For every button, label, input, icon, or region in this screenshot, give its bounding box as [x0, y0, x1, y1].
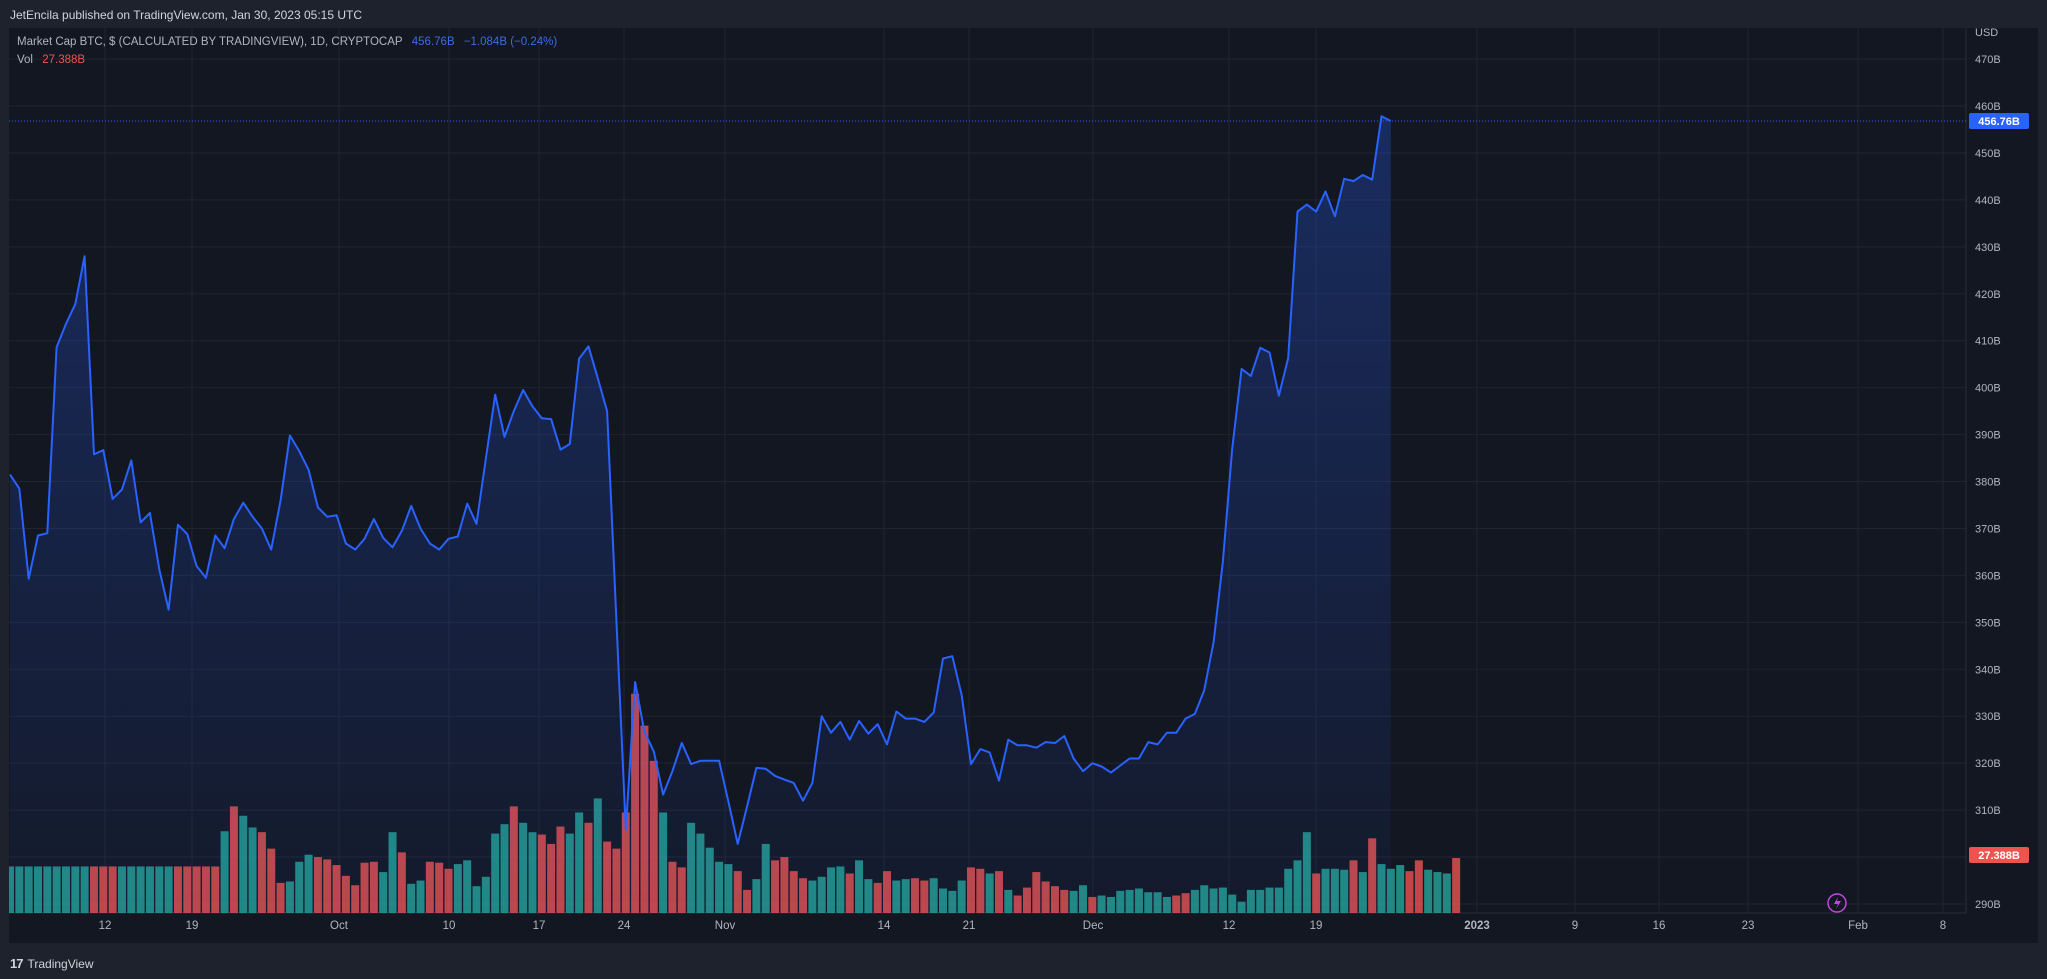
series-change: −1.084B (−0.24%)	[463, 36, 558, 48]
series-legend-row[interactable]: Market Cap BTC, $ (CALCULATED BY TRADING…	[17, 36, 563, 54]
last-volume-badge	[1969, 847, 2029, 863]
x-tick-label: 2023	[1464, 920, 1490, 932]
y-tick-label: 470B	[1975, 54, 2001, 66]
volume-bar[interactable]	[1386, 868, 1395, 913]
y-tick-label: 420B	[1975, 289, 2001, 301]
lightning-icon[interactable]	[1827, 893, 1847, 913]
x-tick-label: Dec	[1083, 920, 1104, 932]
publish-info: JetEncila published on TradingView.com, …	[10, 8, 362, 22]
x-tick-label: 19	[186, 920, 199, 932]
y-tick-label: 390B	[1975, 430, 2001, 442]
x-tick-label: Nov	[715, 920, 736, 932]
tradingview-logo-icon: 17	[10, 956, 24, 971]
x-tick-label: 24	[618, 920, 631, 932]
chart-legend: Market Cap BTC, $ (CALCULATED BY TRADING…	[17, 36, 563, 72]
price-line[interactable]	[9, 115, 1392, 845]
chart-canvas[interactable]: 290B300B310B320B330B340B350B360B370B380B…	[9, 28, 2038, 943]
last-price-badge	[1969, 113, 2029, 130]
last-price-label: 456.76B	[1978, 116, 2020, 128]
volume-bar[interactable]	[1414, 860, 1423, 913]
volume-bar[interactable]	[1405, 871, 1414, 913]
y-tick-label: 380B	[1975, 477, 2001, 489]
y-tick-label: 350B	[1975, 617, 2001, 629]
lightning-glyph-icon	[1834, 897, 1841, 909]
y-tick-label: 430B	[1975, 242, 2001, 254]
y-tick-label: 410B	[1975, 336, 2001, 348]
footer: 17 TradingView	[0, 950, 2047, 979]
series-title: Market Cap BTC, $ (CALCULATED BY TRADING…	[17, 36, 403, 48]
series-last-value: 456.76B	[411, 36, 455, 48]
y-tick-label: 360B	[1975, 570, 2001, 582]
publish-header: JetEncila published on TradingView.com, …	[0, 0, 2047, 28]
volume-label: Vol	[17, 54, 33, 66]
volume-bar[interactable]	[1433, 872, 1442, 913]
tradingview-logo[interactable]: 17 TradingView	[10, 956, 94, 971]
y-tick-label: 310B	[1975, 805, 2001, 817]
volume-bar[interactable]	[1442, 873, 1451, 913]
y-tick-label: 400B	[1975, 383, 2001, 395]
price-area-fill	[10, 116, 1391, 914]
y-tick-label: 370B	[1975, 523, 2001, 535]
chart-pane[interactable]: 290B300B310B320B330B340B350B360B370B380B…	[9, 28, 2038, 943]
tradingview-brand: TradingView	[27, 956, 94, 971]
y-tick-label: 440B	[1975, 195, 2001, 207]
x-tick-label: 17	[533, 920, 546, 932]
volume-bar[interactable]	[1424, 869, 1433, 913]
y-tick-label: 290B	[1975, 899, 2001, 911]
x-tick-label: 14	[878, 920, 891, 932]
currency-label: USD	[1975, 28, 1998, 39]
y-tick-label: 330B	[1975, 711, 2001, 723]
y-tick-label: 460B	[1975, 101, 2001, 113]
x-tick-label: 12	[1223, 920, 1236, 932]
x-tick-label: 8	[1940, 920, 1946, 932]
x-tick-label: 19	[1310, 920, 1323, 932]
volume-bar[interactable]	[1452, 857, 1461, 913]
volume-value: 27.388B	[42, 54, 86, 66]
x-tick-label: 23	[1742, 920, 1755, 932]
x-tick-label: 12	[99, 920, 112, 932]
y-tick-label: 340B	[1975, 664, 2001, 676]
x-tick-label: 9	[1572, 920, 1578, 932]
y-tick-label: 320B	[1975, 758, 2001, 770]
x-tick-label: 10	[443, 920, 456, 932]
x-tick-label: 16	[1653, 920, 1666, 932]
x-tick-label: Feb	[1848, 920, 1868, 932]
x-tick-label: Oct	[330, 920, 349, 932]
y-tick-label: 450B	[1975, 148, 2001, 160]
volume-legend-row[interactable]: Vol 27.388B	[17, 54, 563, 72]
x-tick-label: 21	[963, 920, 976, 932]
volume-bar[interactable]	[1396, 865, 1405, 913]
last-volume-label: 27.388B	[1978, 850, 2020, 862]
